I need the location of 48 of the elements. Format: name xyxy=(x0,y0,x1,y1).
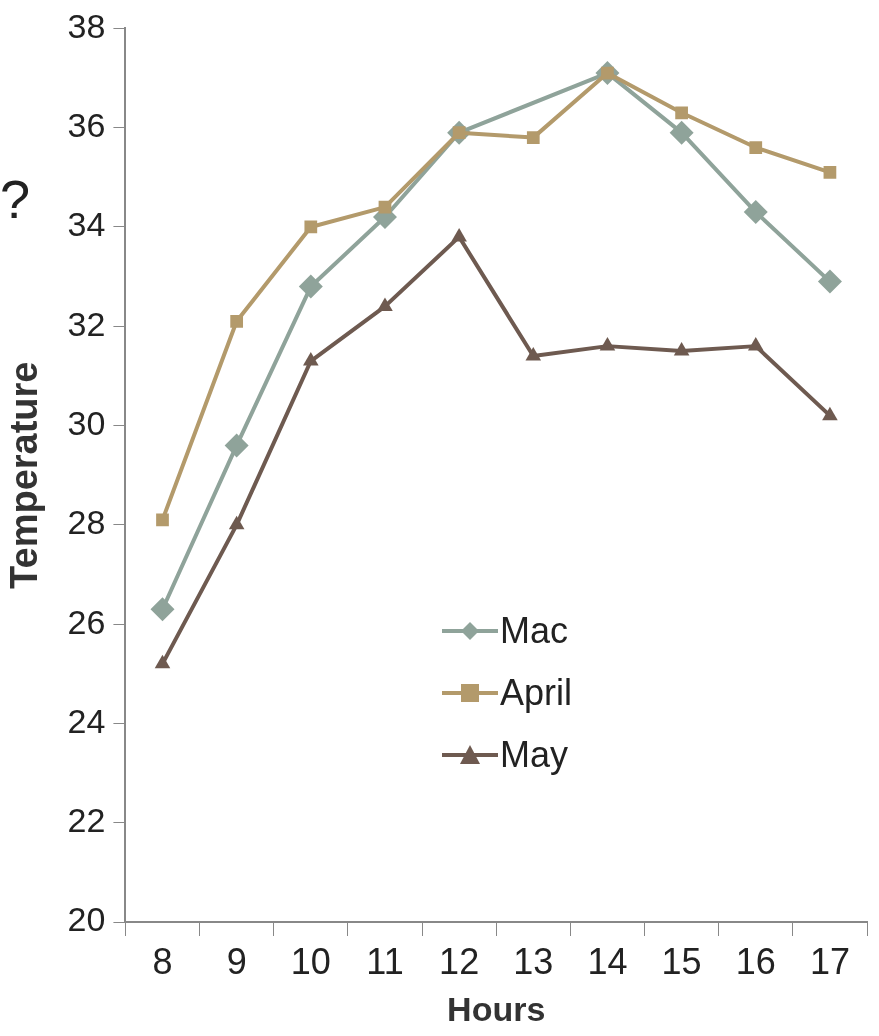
y-tick-label: 24 xyxy=(67,701,106,740)
y-tick-label: 20 xyxy=(67,900,106,939)
point xyxy=(156,513,169,527)
point xyxy=(230,314,244,328)
y-tick-label: 26 xyxy=(67,602,106,641)
x-tick-label: 11 xyxy=(366,940,404,982)
point xyxy=(525,347,542,361)
point xyxy=(451,227,467,242)
point xyxy=(526,131,540,144)
point xyxy=(377,297,393,311)
y-tick-label: 28 xyxy=(67,503,106,542)
x-tick-label: 15 xyxy=(661,940,702,982)
x-tick-label: 13 xyxy=(513,940,554,982)
point xyxy=(823,166,837,179)
point xyxy=(228,515,245,530)
legend-label: May xyxy=(500,734,569,776)
point xyxy=(817,269,842,294)
y-tick-label: 32 xyxy=(67,304,106,343)
point xyxy=(154,654,171,669)
point xyxy=(599,337,616,351)
point xyxy=(224,433,249,458)
point xyxy=(747,337,764,351)
point xyxy=(298,274,323,299)
x-tick-label: 17 xyxy=(809,940,850,982)
text: ? xyxy=(0,169,31,229)
point xyxy=(669,120,694,145)
x-tick-label: 8 xyxy=(152,940,173,982)
y-axis-title: Temperature xyxy=(3,361,46,589)
y-tick-label: 22 xyxy=(67,801,106,840)
point xyxy=(673,342,690,356)
point xyxy=(303,352,319,366)
point xyxy=(749,141,763,154)
point xyxy=(822,406,838,421)
point xyxy=(304,220,318,234)
y-tick-label: 30 xyxy=(67,403,106,442)
x-tick-label: 9 xyxy=(226,940,247,982)
x-tick-label: 10 xyxy=(290,940,331,982)
y-tick-label: 34 xyxy=(67,205,106,244)
y-tick-label: 36 xyxy=(67,106,106,145)
x-tick-label: 16 xyxy=(735,940,776,982)
legend-label: April xyxy=(500,672,573,714)
x-tick-label: 12 xyxy=(439,940,480,982)
y-tick-label: 38 xyxy=(67,6,106,45)
point xyxy=(743,200,768,225)
legend-label: Mac xyxy=(500,610,569,652)
x-tick-label: 14 xyxy=(587,940,628,982)
point xyxy=(675,106,688,120)
x-axis-title: Hours xyxy=(447,989,546,1028)
